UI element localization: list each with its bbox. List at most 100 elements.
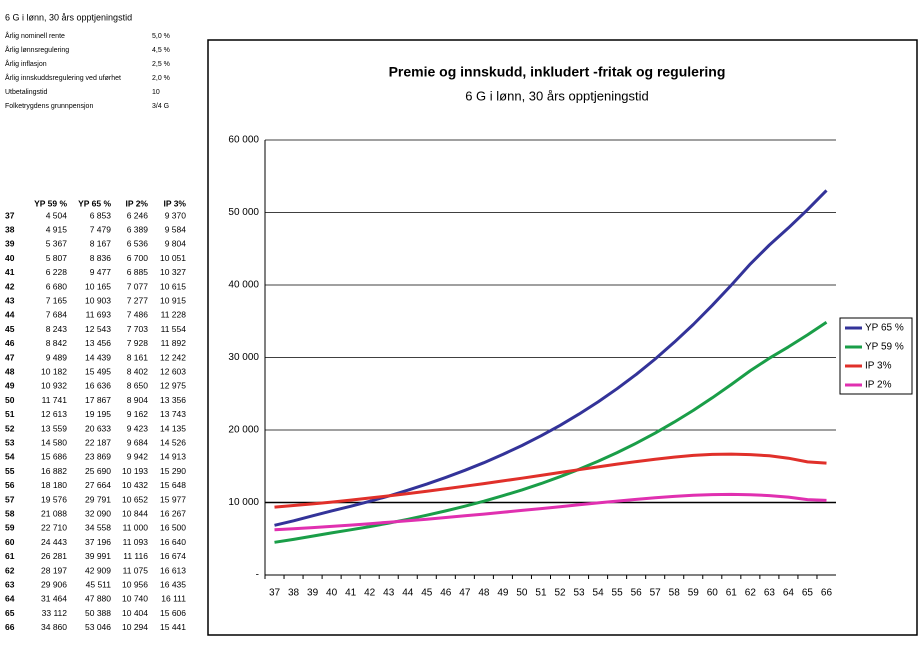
table-row-label: 43 xyxy=(5,295,15,305)
table-cell: 16 674 xyxy=(160,551,186,561)
table-cell: 15 648 xyxy=(160,480,186,490)
table-cell: 9 684 xyxy=(127,437,149,447)
table-cell: 13 559 xyxy=(41,423,67,433)
table-row-label: 51 xyxy=(5,409,15,419)
table-cell: 10 165 xyxy=(85,281,111,291)
x-tick-label: 57 xyxy=(650,588,662,599)
table-row-label: 46 xyxy=(5,338,15,348)
table-cell: 10 915 xyxy=(160,295,186,305)
table-cell: 5 367 xyxy=(46,239,68,249)
table-cell: 14 439 xyxy=(85,352,111,362)
table-cell: 4 504 xyxy=(46,210,68,220)
table-cell: 12 613 xyxy=(41,409,67,419)
table-cell: 31 464 xyxy=(41,594,67,604)
table-cell: 10 956 xyxy=(122,579,148,589)
x-tick-label: 40 xyxy=(326,588,338,599)
table-cell: 17 867 xyxy=(85,395,111,405)
y-tick-label: - xyxy=(256,570,259,581)
x-tick-label: 53 xyxy=(573,588,585,599)
table-cell: 42 909 xyxy=(85,565,111,575)
table-cell: 10 294 xyxy=(122,622,148,632)
table-cell: 8 836 xyxy=(90,253,112,263)
table-row-label: 66 xyxy=(5,622,15,632)
table-cell: 7 684 xyxy=(46,310,68,320)
table-cell: 15 686 xyxy=(41,452,67,462)
table-cell: 8 243 xyxy=(46,324,68,334)
table-cell: 6 389 xyxy=(127,224,149,234)
table-cell: 6 853 xyxy=(90,210,112,220)
table-cell: 6 700 xyxy=(127,253,149,263)
parameter-value: 10 xyxy=(152,89,160,96)
table-cell: 18 180 xyxy=(41,480,67,490)
table-cell: 5 807 xyxy=(46,253,68,263)
y-tick-label: 20 000 xyxy=(228,425,259,436)
table-cell: 11 554 xyxy=(161,324,187,334)
table-cell: 14 526 xyxy=(160,437,186,447)
table-cell: 8 402 xyxy=(127,366,149,376)
x-tick-label: 60 xyxy=(707,588,719,599)
table-cell: 21 088 xyxy=(41,508,67,518)
table-cell: 26 281 xyxy=(41,551,67,561)
table-cell: 11 892 xyxy=(161,338,187,348)
x-tick-label: 47 xyxy=(459,588,471,599)
x-tick-label: 44 xyxy=(402,588,414,599)
y-tick-label: 50 000 xyxy=(228,207,259,218)
table-cell: 15 977 xyxy=(160,494,186,504)
sheet-title: 6 G i lønn, 30 års opptjeningstid xyxy=(5,12,132,22)
table-cell: 7 703 xyxy=(127,324,149,334)
table-cell: 10 903 xyxy=(85,295,111,305)
table-row-label: 52 xyxy=(5,423,15,433)
x-tick-label: 55 xyxy=(612,588,624,599)
x-tick-label: 41 xyxy=(345,588,357,599)
table-header: IP 2% xyxy=(125,198,148,208)
table-row-label: 57 xyxy=(5,494,15,504)
parameter-value: 2,5 % xyxy=(152,61,170,68)
parameter-label: Folketrygdens grunnpensjon xyxy=(5,103,93,110)
series-line xyxy=(274,452,827,509)
table-cell: 8 161 xyxy=(127,352,149,362)
x-tick-label: 52 xyxy=(554,588,566,599)
table-cell: 16 435 xyxy=(160,579,186,589)
chart-frame xyxy=(207,39,918,636)
x-tick-label: 45 xyxy=(421,588,433,599)
table-row-label: 37 xyxy=(5,210,15,220)
table-cell: 6 885 xyxy=(127,267,149,277)
table-row-label: 45 xyxy=(5,324,15,334)
table-cell: 9 162 xyxy=(127,409,149,419)
table-cell: 47 880 xyxy=(85,594,111,604)
table-header: IP 3% xyxy=(163,198,186,208)
table-cell: 50 388 xyxy=(85,608,111,618)
table-row-label: 44 xyxy=(5,310,15,320)
table-cell: 13 743 xyxy=(160,409,186,419)
parameter-label: Årlig lønnsregulering xyxy=(5,45,69,54)
table-cell: 14 580 xyxy=(41,437,67,447)
table-cell: 13 456 xyxy=(85,338,111,348)
table-cell: 34 860 xyxy=(41,622,67,632)
table-cell: 14 913 xyxy=(160,452,186,462)
table-header: YP 65 % xyxy=(78,198,111,208)
table-cell: 10 182 xyxy=(41,366,67,376)
table-cell: 11 741 xyxy=(42,395,68,405)
table-cell: 6 680 xyxy=(46,281,68,291)
x-tick-label: 37 xyxy=(269,588,281,599)
table-cell: 10 193 xyxy=(122,466,148,476)
parameter-value: 4,5 % xyxy=(152,47,170,54)
table-row-label: 41 xyxy=(5,267,15,277)
table-cell: 28 197 xyxy=(41,565,67,575)
x-tick-label: 65 xyxy=(802,588,814,599)
table-cell: 16 500 xyxy=(160,523,186,533)
table-cell: 11 000 xyxy=(123,523,149,533)
table-cell: 10 404 xyxy=(122,608,148,618)
table-row-label: 61 xyxy=(5,551,15,561)
table-row-label: 50 xyxy=(5,395,15,405)
table-cell: 13 356 xyxy=(160,395,186,405)
table-cell: 8 650 xyxy=(127,381,149,391)
table-cell: 15 290 xyxy=(160,466,186,476)
parameter-value: 5,0 % xyxy=(152,33,170,40)
x-tick-label: 62 xyxy=(745,588,757,599)
table-cell: 8 842 xyxy=(46,338,68,348)
table-cell: 29 791 xyxy=(85,494,111,504)
table-row-label: 65 xyxy=(5,608,15,618)
table-cell: 12 242 xyxy=(160,352,186,362)
